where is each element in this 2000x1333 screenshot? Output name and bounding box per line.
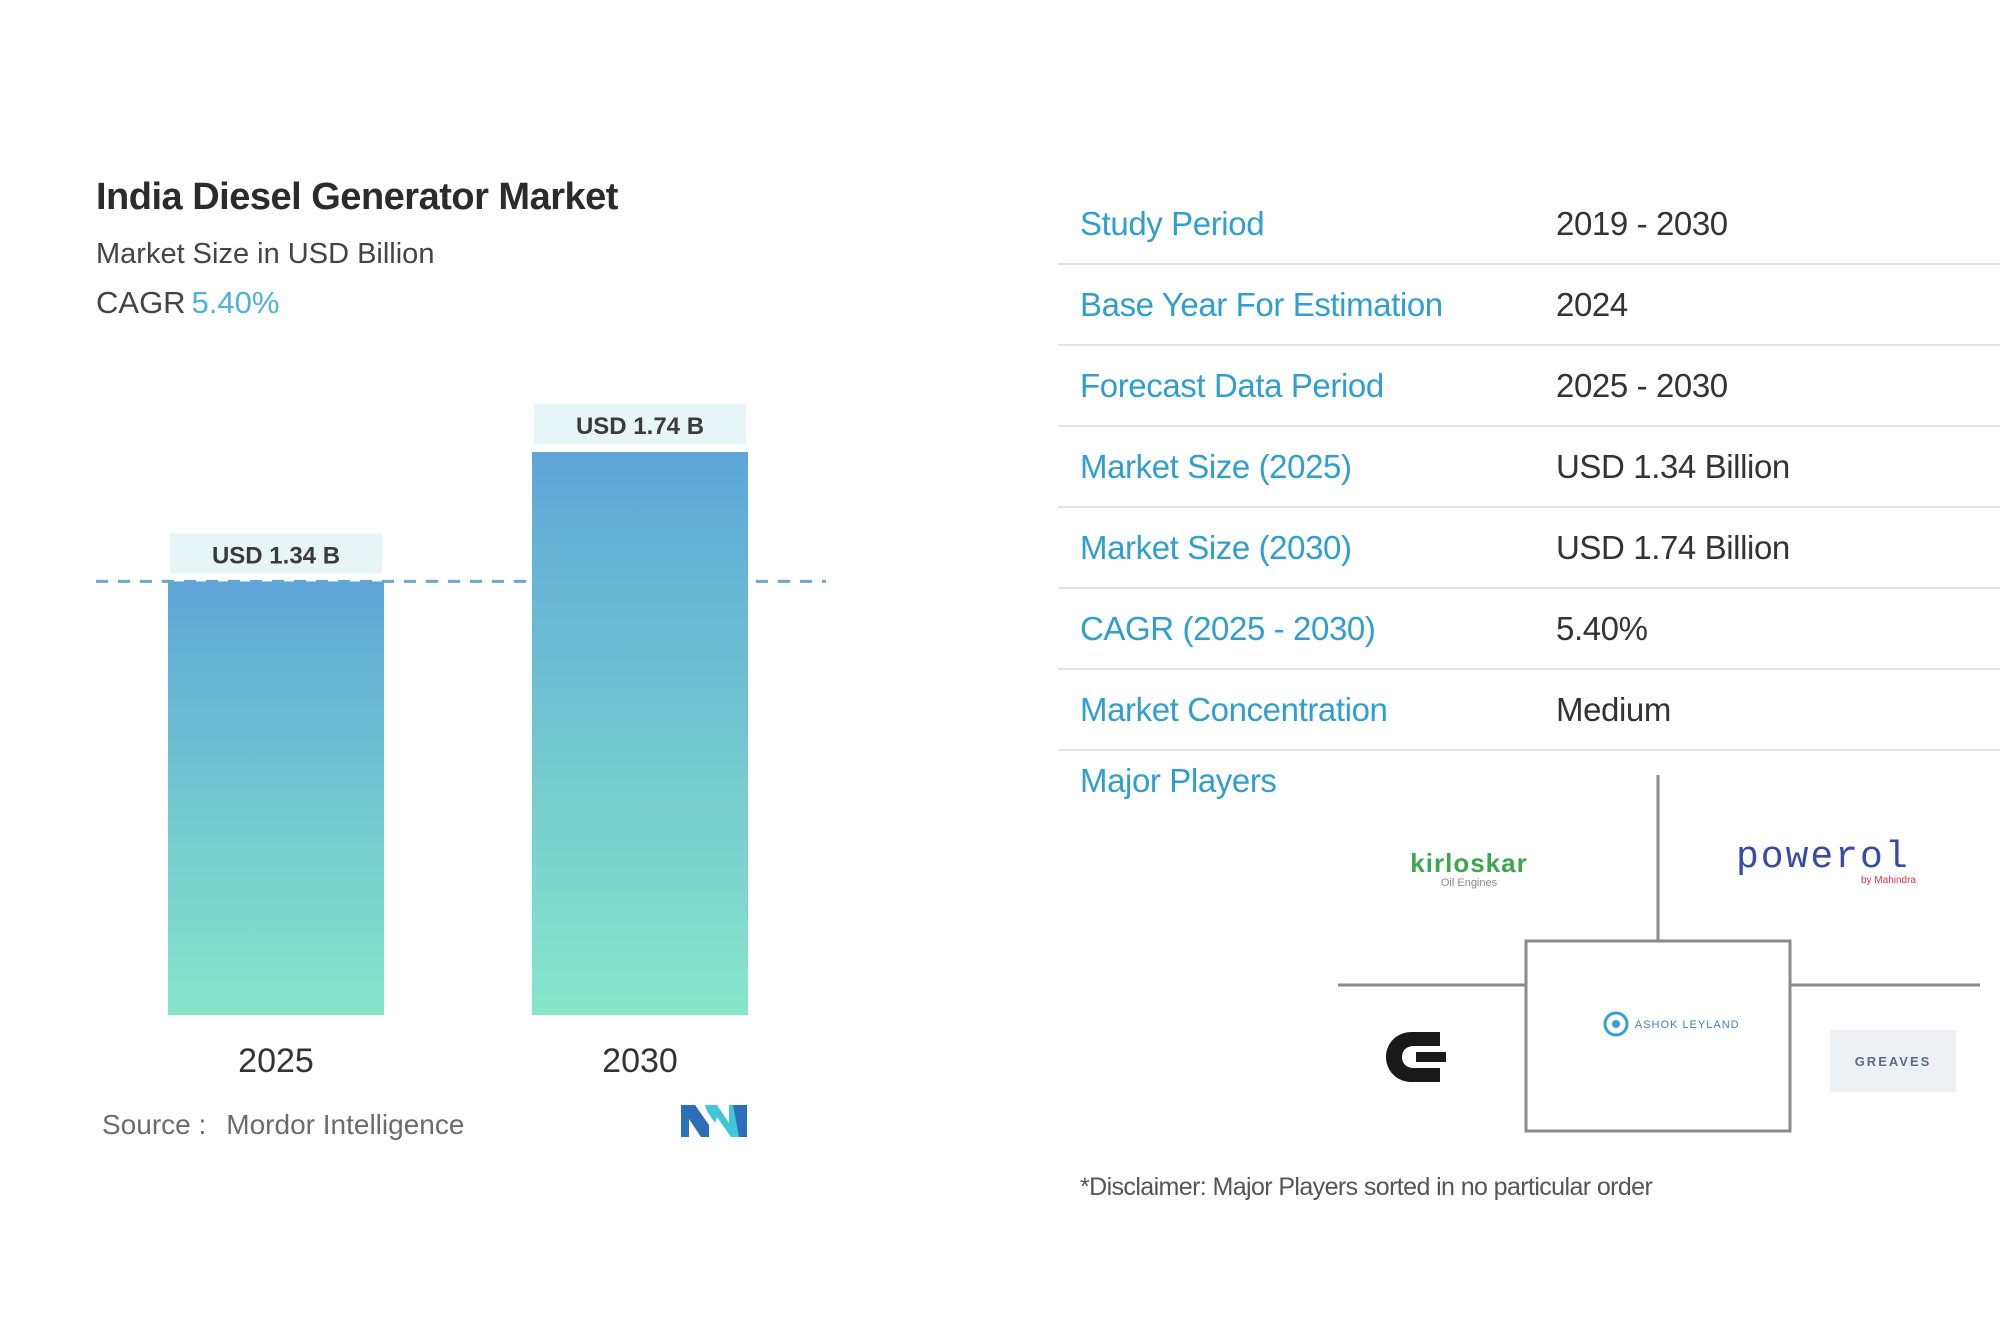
info-label: Study Period [1080,204,1265,242]
chart-subtitle: Market Size in USD Billion [96,238,435,270]
powerol-logo-text: powerol [1736,836,1910,879]
value-label-bg-2030 [534,404,746,444]
bar-2025 [168,581,384,1015]
info-row-market-size-2025: Market Size (2025) USD 1.34 Billion [1058,427,2000,508]
info-label: CAGR (2025 - 2030) [1080,609,1376,647]
info-label: Forecast Data Period [1080,366,1384,404]
info-label: Market Size (2030) [1080,528,1352,566]
disclaimer: *Disclaimer: Major Players sorted in no … [1080,1173,1653,1201]
value-label-2030: USD 1.74 B [576,413,704,440]
powerol-logo-sub: by Mahindra [1860,875,1916,886]
info-value: 2025 - 2030 [1556,366,1728,404]
info-row-forecast-period: Forecast Data Period 2025 - 2030 [1058,346,2000,427]
x-tick-label-2030: 2030 [602,1042,678,1080]
cummins-logo-icon [1386,1032,1446,1082]
info-value: 2019 - 2030 [1556,204,1728,242]
chart-title: India Diesel Generator Market [96,176,618,218]
value-label-bg-2025 [170,533,382,574]
info-row-study-period: Study Period 2019 - 2030 [1058,184,2000,265]
info-row-cagr: CAGR (2025 - 2030) 5.40% [1058,589,2000,670]
kirloskar-logo-text: kirloskar [1410,848,1528,878]
powerol-logo: powerol by Mahindra [1736,836,1916,886]
chart-cagr: CAGR 5.40% [96,285,279,321]
bar-chart: USD 1.34 B 2025 USD 1.74 B 2030 [96,404,826,1080]
kirloskar-logo: kirloskar Oil Engines [1394,848,1544,889]
info-label: Base Year For Estimation [1080,285,1443,323]
x-tick-label-2025: 2025 [238,1042,314,1080]
greaves-logo-text: GREAVES [1854,1053,1932,1069]
center-player-logo: ASHOK LEYLAND [1566,1010,1776,1038]
center-logo-icon [1603,1011,1629,1037]
major-players-label: Major Players [1080,762,1277,799]
info-row-market-concentration: Market Concentration Medium [1058,670,2000,751]
center-logo-text: ASHOK LEYLAND [1634,1019,1740,1032]
info-value: 2024 [1556,285,1628,323]
info-value: Medium [1556,690,1671,728]
market-info-table: Study Period 2019 - 2030 Base Year For E… [1058,184,2000,751]
info-row-market-size-2030: Market Size (2030) USD 1.74 Billion [1058,508,2000,589]
kirloskar-logo-sub: Oil Engines [1440,877,1498,889]
info-value: 5.40% [1556,609,1648,647]
source-label: Source : [102,1109,207,1140]
info-label: Market Size (2025) [1080,447,1352,485]
value-label-2025: USD 1.34 B [212,542,340,569]
info-row-base-year: Base Year For Estimation 2024 [1058,265,2000,346]
cagr-label: CAGR [96,285,186,320]
cagr-value: 5.40% [191,285,280,320]
bar-2030 [532,452,748,1015]
source-name: Mordor Intelligence [226,1109,465,1140]
info-value: USD 1.74 Billion [1556,528,1790,566]
source-line: Source : Mordor Intelligence [102,1109,464,1141]
info-value: USD 1.34 Billion [1556,447,1790,485]
greaves-logo: GREAVES [1830,1030,1956,1092]
info-label: Market Concentration [1080,690,1388,728]
mordor-intelligence-logo-icon [681,1105,747,1137]
